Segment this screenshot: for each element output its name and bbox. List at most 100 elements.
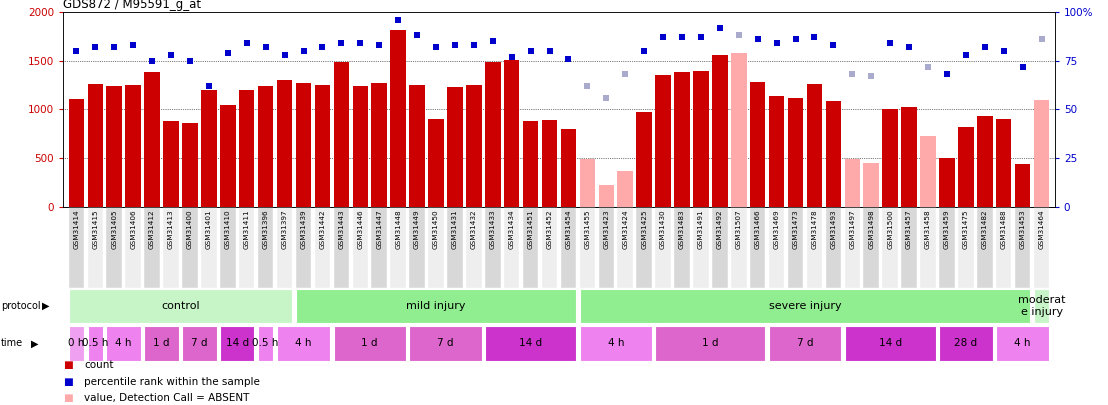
Bar [769, 326, 841, 360]
Text: GSM31400: GSM31400 [187, 209, 193, 249]
Text: GSM31447: GSM31447 [377, 209, 382, 249]
Bar [1034, 207, 1049, 288]
Bar [561, 129, 576, 207]
Text: GSM31433: GSM31433 [490, 209, 495, 249]
Bar [882, 207, 897, 288]
Bar [958, 127, 974, 207]
Bar [144, 72, 160, 207]
Text: ■: ■ [63, 377, 73, 386]
Bar [163, 121, 178, 207]
Text: GSM31451: GSM31451 [527, 209, 534, 249]
Text: ▶: ▶ [31, 339, 39, 348]
Text: 7 d: 7 d [797, 339, 813, 348]
Bar [921, 207, 936, 288]
Bar [485, 326, 576, 360]
Text: GSM31412: GSM31412 [150, 209, 155, 249]
Bar [334, 207, 349, 288]
Text: GSM31469: GSM31469 [773, 209, 780, 249]
Bar [617, 207, 633, 288]
Text: GSM31458: GSM31458 [925, 209, 931, 249]
Text: GSM31415: GSM31415 [92, 209, 99, 249]
Bar [996, 119, 1012, 207]
Bar [977, 207, 993, 288]
Bar [202, 90, 217, 207]
Bar [106, 207, 122, 288]
Bar [523, 121, 538, 207]
Bar [807, 84, 822, 207]
Text: GSM31448: GSM31448 [396, 209, 401, 249]
Bar [940, 207, 955, 288]
Bar [579, 207, 595, 288]
Text: GSM31457: GSM31457 [906, 209, 912, 249]
Bar [675, 207, 690, 288]
Bar [466, 85, 482, 207]
Text: GSM31507: GSM31507 [736, 209, 741, 249]
Text: 28 d: 28 d [954, 339, 977, 348]
Text: GSM31434: GSM31434 [509, 209, 515, 249]
Bar [655, 326, 766, 360]
Bar [144, 207, 160, 288]
Text: count: count [84, 360, 114, 370]
Bar [334, 326, 406, 360]
Text: GSM31466: GSM31466 [755, 209, 761, 249]
Text: GSM31432: GSM31432 [471, 209, 476, 249]
Bar [182, 123, 197, 207]
Bar [69, 99, 84, 207]
Bar [163, 207, 178, 288]
Bar [1015, 207, 1030, 288]
Bar [750, 82, 766, 207]
Bar [352, 207, 368, 288]
Bar [428, 207, 443, 288]
Text: GSM31413: GSM31413 [168, 209, 174, 249]
Bar [144, 326, 178, 360]
Bar [409, 326, 482, 360]
Bar [921, 136, 936, 207]
Bar [863, 163, 879, 207]
Text: GSM31454: GSM31454 [565, 209, 572, 249]
Bar [598, 185, 614, 207]
Text: GSM31449: GSM31449 [414, 209, 420, 249]
Bar [296, 207, 311, 288]
Text: GSM31401: GSM31401 [206, 209, 212, 249]
Text: 1 d: 1 d [702, 339, 719, 348]
Bar [390, 30, 406, 207]
Bar [239, 90, 255, 207]
Text: GSM31396: GSM31396 [263, 209, 268, 249]
Bar [296, 83, 311, 207]
Bar [352, 86, 368, 207]
Bar [106, 86, 122, 207]
Bar [694, 71, 709, 207]
Bar [598, 207, 614, 288]
Text: severe injury: severe injury [769, 301, 841, 311]
Bar [788, 98, 803, 207]
Bar [675, 72, 690, 207]
Text: 4 h: 4 h [115, 339, 132, 348]
Text: GSM31430: GSM31430 [660, 209, 666, 249]
Text: GSM31439: GSM31439 [300, 209, 307, 249]
Text: GSM31410: GSM31410 [225, 209, 230, 249]
Bar [485, 207, 501, 288]
Text: 0.5 h: 0.5 h [253, 339, 279, 348]
Text: mild injury: mild injury [407, 301, 465, 311]
Bar [69, 289, 293, 323]
Bar [996, 326, 1049, 360]
Bar [220, 207, 236, 288]
Text: moderat
e injury: moderat e injury [1018, 295, 1065, 317]
Bar [277, 80, 293, 207]
Text: 0.5 h: 0.5 h [82, 339, 109, 348]
Text: 0 h: 0 h [69, 339, 84, 348]
Text: 14 d: 14 d [226, 339, 249, 348]
Bar [996, 207, 1012, 288]
Text: GSM31473: GSM31473 [792, 209, 799, 249]
Text: 14 d: 14 d [879, 339, 902, 348]
Bar [731, 207, 747, 288]
Bar [258, 326, 274, 360]
Bar [69, 326, 84, 360]
Text: GSM31464: GSM31464 [1038, 209, 1045, 249]
Text: GSM31492: GSM31492 [717, 209, 722, 249]
Bar [448, 207, 463, 288]
Bar [731, 53, 747, 207]
Text: control: control [161, 301, 199, 311]
Text: GSM31488: GSM31488 [1001, 209, 1007, 249]
Bar [220, 105, 236, 207]
